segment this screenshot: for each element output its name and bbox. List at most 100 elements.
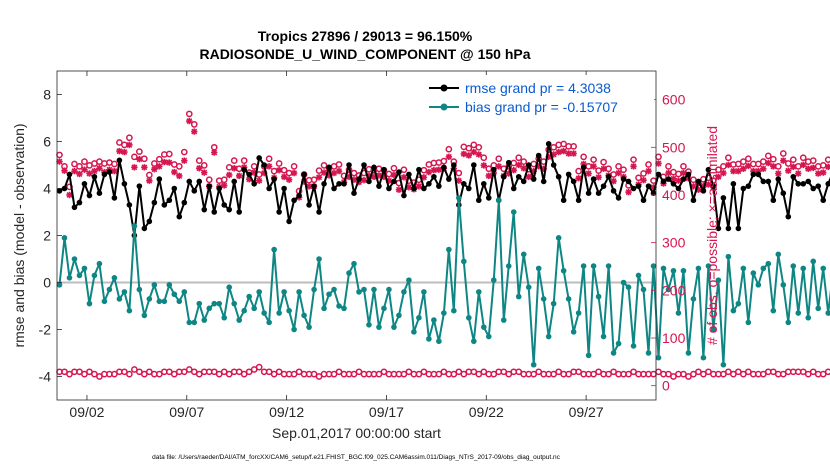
obs-count-bottom-marker (375, 370, 383, 378)
bias-point (231, 300, 238, 307)
bias-point (116, 296, 123, 302)
rmse-point (720, 195, 727, 201)
bias-point (675, 310, 682, 316)
obs-assimilated-marker (191, 128, 198, 135)
obs-assimilated-marker-stroke (460, 150, 467, 157)
rmse-point (141, 225, 148, 232)
obs-assimilated-marker (280, 173, 288, 181)
bias-point (191, 319, 198, 326)
rmse-point (321, 181, 327, 187)
rmse-point (590, 176, 597, 182)
obs-count-bottom-marker (590, 370, 597, 378)
bias-point (625, 284, 632, 291)
obs-assimilated-marker-stroke (655, 160, 662, 167)
x-tick-label: 09/17 (369, 404, 404, 420)
obs-assimilated-marker (156, 163, 163, 170)
obs-assimilated-marker (231, 165, 238, 172)
obs-possible-marker (205, 176, 213, 184)
obs-assimilated-marker (111, 167, 118, 175)
obs-possible-marker (764, 152, 772, 160)
bias-point (755, 282, 762, 288)
bias-point (106, 286, 113, 293)
obs-count-bottom-marker (665, 370, 672, 378)
obs-assimilated-marker-stroke (640, 177, 647, 184)
obs-assimilated-marker-stroke (775, 170, 782, 177)
rmse-point (505, 159, 512, 166)
obs-assimilated-marker (775, 170, 782, 177)
obs-count-bottom-marker (480, 368, 488, 376)
obs-count-bottom-marker (235, 368, 243, 376)
obs-count-bottom-marker (759, 370, 767, 378)
obs-assimilated-marker-stroke (525, 173, 532, 180)
obs-assimilated-marker-stroke (795, 170, 802, 177)
obs-count-bottom-marker (700, 370, 707, 378)
rmse-point (266, 185, 272, 192)
bias-point (301, 312, 307, 319)
bias-point (281, 289, 287, 295)
bias-point (316, 256, 322, 262)
obs-assimilated-marker (151, 166, 158, 173)
bias-point (61, 235, 68, 241)
obs-count-bottom-marker (315, 373, 323, 380)
rmse-point (770, 197, 777, 204)
obs-assimilated-marker-stroke (186, 118, 193, 125)
bias-point (66, 275, 73, 281)
obs-possible-marker (784, 160, 792, 167)
obs-count-bottom-marker (450, 370, 458, 378)
obs-assimilated-marker-stroke (740, 165, 747, 172)
obs-assimilated-marker-stroke (780, 157, 787, 164)
rmse-point (710, 183, 717, 189)
obs-count-bottom-marker (255, 363, 263, 371)
bias-point (361, 286, 367, 293)
obs-possible-marker (190, 121, 198, 128)
rmse-point (565, 171, 572, 178)
obs-assimilated-marker-stroke (695, 186, 702, 193)
rmse-point (560, 197, 567, 204)
obs-assimilated-marker-stroke (720, 170, 727, 177)
obs-count-bottom-marker (96, 373, 103, 380)
bias-point (490, 277, 497, 283)
obs-assimilated-marker-stroke (555, 149, 562, 156)
bias-point (206, 305, 213, 312)
obs-assimilated-marker-stroke (645, 168, 652, 175)
bias-point (306, 324, 312, 330)
rmse-point (326, 164, 332, 171)
y-left-tick-label: 0 (43, 275, 51, 291)
obs-assimilated-marker-stroke (730, 168, 737, 175)
obs-count-bottom-marker (155, 370, 163, 378)
bias-point (386, 286, 392, 293)
obs-assimilated-marker-stroke (415, 183, 422, 190)
obs-assimilated-marker (720, 169, 727, 177)
obs-assimilated-marker (820, 169, 827, 176)
rmse-point (176, 213, 183, 220)
obs-possible-marker (390, 164, 398, 172)
bias-point (780, 282, 787, 288)
obs-assimilated-marker (275, 166, 283, 174)
rmse-point (241, 166, 247, 173)
obs-count-bottom-marker (730, 370, 737, 378)
obs-assimilated-marker (146, 177, 153, 184)
obs-assimilated-marker (735, 167, 742, 175)
obs-count-bottom-marker (225, 370, 233, 378)
bias-point (710, 326, 717, 333)
rmse-point (451, 162, 457, 168)
obs-count-bottom-marker (170, 370, 178, 378)
obs-assimilated-marker (141, 164, 148, 171)
rmse-point (780, 190, 787, 196)
obs-assimilated-marker-stroke (126, 141, 133, 148)
rmse-point (810, 185, 817, 192)
obs-possible-marker (111, 160, 118, 168)
obs-count-bottom-marker (265, 368, 273, 376)
rmse-point (166, 197, 173, 204)
obs-count-bottom-marker (705, 368, 712, 376)
rmse-point (236, 209, 242, 215)
obs-assimilated-marker (600, 165, 607, 172)
obs-assimilated-marker-stroke (146, 177, 153, 184)
obs-assimilated-marker-stroke (221, 182, 228, 189)
bias-point (640, 286, 647, 293)
bias-point (775, 251, 782, 258)
obs-count-bottom-marker (126, 370, 133, 378)
obs-possible-marker (480, 154, 488, 162)
obs-assimilated-marker (560, 147, 567, 155)
obs-possible-marker (165, 150, 173, 158)
